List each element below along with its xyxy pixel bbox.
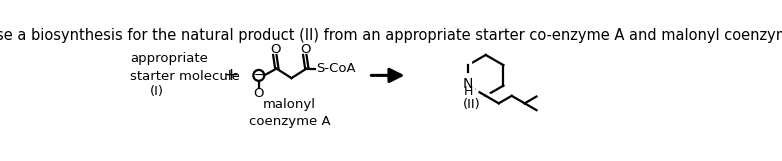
Text: (II): (II) [463,98,481,111]
Text: N: N [463,77,473,91]
Text: (I): (I) [150,85,164,98]
Text: S-CoA: S-CoA [316,62,356,75]
Text: O: O [300,43,310,56]
Text: +: + [223,66,238,84]
Text: H: H [463,85,472,98]
Text: malonyl
coenzyme A: malonyl coenzyme A [249,98,330,128]
Text: O: O [270,43,281,56]
Text: −: − [253,69,264,82]
Text: O: O [253,87,264,100]
Text: appropriate
starter molecule: appropriate starter molecule [130,52,240,83]
Text: Devise a biosynthesis for the natural product (II) from an appropriate starter c: Devise a biosynthesis for the natural pr… [0,28,782,43]
